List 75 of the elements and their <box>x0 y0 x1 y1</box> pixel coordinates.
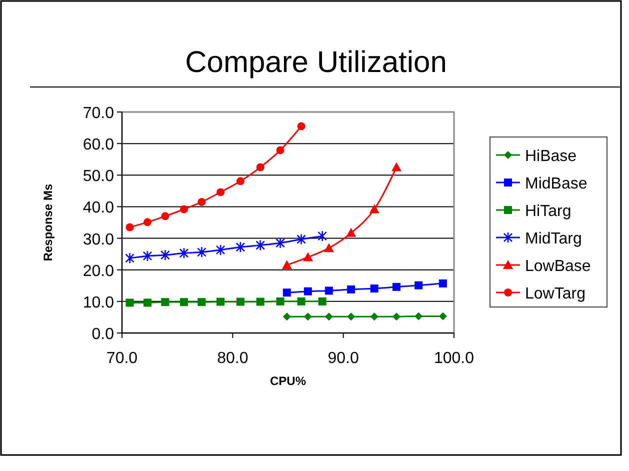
point <box>143 298 152 307</box>
point <box>347 312 356 321</box>
point <box>161 212 170 220</box>
point <box>276 297 284 306</box>
point <box>324 312 333 321</box>
x-tick-label: 80.0 <box>217 350 248 367</box>
point <box>282 260 292 270</box>
legend-label: HiTarg <box>525 203 572 220</box>
point <box>236 177 244 186</box>
point <box>324 286 333 295</box>
point <box>304 312 312 321</box>
legend-label: MidBase <box>525 176 588 192</box>
point <box>297 122 306 130</box>
y-tick-label: 0.0 <box>92 326 114 343</box>
legend-label: LowBase <box>525 258 591 275</box>
point <box>142 250 152 262</box>
point <box>160 249 170 261</box>
point <box>414 281 423 290</box>
x-axis-title: CPU% <box>270 374 306 388</box>
y-axis-title: Response Ms <box>41 184 55 262</box>
y-tick-label: 10.0 <box>82 294 114 312</box>
point <box>438 279 447 288</box>
point <box>370 312 378 321</box>
point <box>296 234 306 245</box>
point <box>256 240 265 251</box>
point <box>370 284 378 292</box>
y-tick-label: 70.0 <box>82 105 114 122</box>
point <box>216 188 224 196</box>
point <box>236 241 246 253</box>
point <box>126 298 134 307</box>
point <box>391 162 402 172</box>
point <box>256 298 264 306</box>
x-tick-label: 70.0 <box>106 350 138 367</box>
point <box>198 298 206 306</box>
point <box>197 246 206 258</box>
chart-title: Compare Utilization <box>185 46 447 79</box>
x-tick-label: 100.0 <box>434 350 474 367</box>
point <box>302 252 313 262</box>
y-tick-label: 50.0 <box>82 168 114 186</box>
point <box>392 312 400 321</box>
point <box>369 204 380 214</box>
legend-label: HiBase <box>525 148 577 165</box>
point <box>392 282 400 291</box>
y-tick-label: 20.0 <box>82 262 114 280</box>
point <box>297 297 306 306</box>
point <box>347 285 356 294</box>
point <box>216 244 226 256</box>
point <box>198 198 206 206</box>
point <box>282 312 291 321</box>
point <box>318 230 327 242</box>
point <box>304 287 312 296</box>
legend-label: LowTarg <box>525 286 586 302</box>
point <box>318 297 326 306</box>
point <box>180 298 188 306</box>
y-tick-label: 60.0 <box>82 136 114 154</box>
point <box>126 223 134 232</box>
point <box>180 205 188 214</box>
point <box>276 237 285 249</box>
point <box>179 247 189 259</box>
x-tick-label: 90.0 <box>328 350 360 367</box>
point <box>143 218 152 226</box>
point <box>216 298 224 306</box>
point <box>438 312 447 320</box>
point <box>414 312 423 320</box>
point <box>346 228 356 237</box>
point <box>256 163 264 172</box>
point <box>161 298 170 306</box>
point <box>276 146 284 154</box>
y-tick-label: 40.0 <box>82 200 114 217</box>
y-tick-label: 30.0 <box>82 231 114 248</box>
point <box>324 243 334 252</box>
point <box>282 288 291 297</box>
point <box>236 298 244 306</box>
point <box>125 252 134 264</box>
legend-label: MidTarg <box>525 230 582 248</box>
